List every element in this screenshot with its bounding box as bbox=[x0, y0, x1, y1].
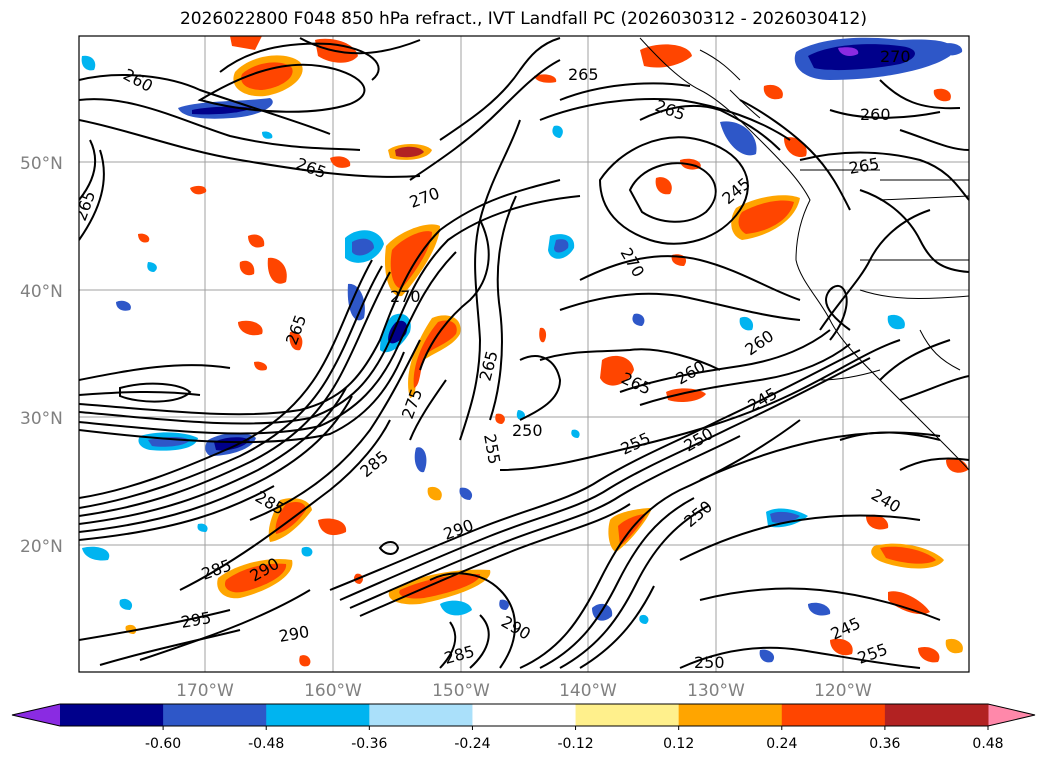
colorbar-segment bbox=[266, 704, 370, 726]
lat-label-50n: 50°N bbox=[20, 154, 63, 174]
map-panel bbox=[79, 36, 969, 672]
colorbar-segment bbox=[678, 704, 783, 726]
contour-label: 265 bbox=[568, 65, 599, 84]
lon-label-170w: 170°W bbox=[176, 681, 234, 701]
colorbar-tick-label: -0.36 bbox=[351, 736, 387, 752]
map-title: 2026022800 F048 850 hPa refract., IVT La… bbox=[179, 9, 867, 29]
contour-label: 260 bbox=[860, 105, 891, 124]
lat-label-40n: 40°N bbox=[20, 282, 63, 302]
colorbar-tick-label: -0.24 bbox=[454, 736, 490, 752]
map-border bbox=[78, 35, 970, 673]
lat-label-30n: 30°N bbox=[20, 409, 63, 429]
contour-label: 250 bbox=[694, 653, 725, 672]
colorbar-segment bbox=[60, 704, 164, 726]
lon-label-150w: 150°W bbox=[432, 681, 490, 701]
colorbar-segment bbox=[884, 704, 989, 726]
colorbar-extend-right bbox=[988, 704, 1035, 726]
colorbar-tick-label: 0.48 bbox=[972, 736, 1003, 752]
colorbar-tick-label: -0.12 bbox=[557, 736, 593, 752]
shaded-patches bbox=[81, 36, 968, 667]
lon-label-120w: 120°W bbox=[814, 681, 872, 701]
colorbar-segment bbox=[163, 704, 267, 726]
contour-lines bbox=[79, 37, 969, 669]
colorbar: -0.60 -0.48 -0.36 -0.24 -0.12 0.12 0.24 0.36 0.4… bbox=[11, 703, 1036, 752]
colorbar-extend-left bbox=[12, 704, 60, 726]
contour-label: 250 bbox=[512, 421, 543, 440]
contour-label: 270 bbox=[880, 47, 911, 66]
colorbar-segment bbox=[472, 704, 577, 726]
colorbar-segment bbox=[369, 704, 473, 726]
colorbar-tick-label: 0.12 bbox=[663, 736, 694, 752]
colorbar-segment bbox=[781, 704, 886, 726]
coastlines bbox=[639, 37, 969, 471]
lon-label-160w: 160°W bbox=[304, 681, 362, 701]
lon-label-140w: 140°W bbox=[559, 681, 617, 701]
lon-label-130w: 130°W bbox=[687, 681, 745, 701]
lat-label-20n: 20°N bbox=[20, 537, 63, 557]
colorbar-segment bbox=[575, 704, 680, 726]
colorbar-tick-label: -0.60 bbox=[145, 736, 181, 752]
colorbar-tick-label: 0.36 bbox=[869, 736, 900, 752]
colorbar-tick-label: 0.24 bbox=[766, 736, 797, 752]
contour-label: 270 bbox=[390, 287, 421, 306]
colorbar-tick-label: -0.48 bbox=[248, 736, 284, 752]
